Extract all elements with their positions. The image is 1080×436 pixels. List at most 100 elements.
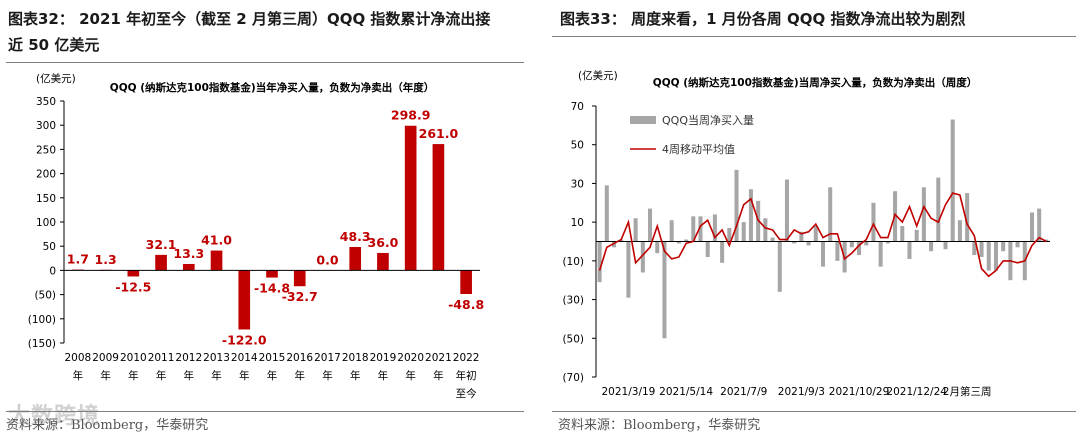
x-tick-label: 年 bbox=[211, 369, 222, 382]
weekly-bar bbox=[698, 216, 703, 242]
x-tick-label: 年 bbox=[239, 369, 250, 382]
y-tick-label: 300 bbox=[36, 120, 56, 132]
left-figure-title-line1: 图表32： 2021 年初至今（截至 2 月第三周）QQQ 指数累计净流出接 bbox=[8, 10, 491, 28]
x-tick-label: 年 bbox=[100, 369, 111, 382]
weekly-bar bbox=[799, 231, 804, 242]
weekly-bar bbox=[633, 218, 638, 242]
left-figure-title: 图表32： 2021 年初至今（截至 2 月第三周）QQQ 指数累计净流出接 近… bbox=[8, 6, 524, 58]
y-tick-label: (100) bbox=[28, 314, 56, 326]
bar bbox=[238, 270, 251, 330]
x-tick-label: 至今 bbox=[456, 387, 477, 400]
right-figure-panel: 图表33： 周度来看，1 月份各周 QQQ 指数净流出较为剧烈 QQQ (纳斯达… bbox=[552, 0, 1080, 436]
weekly-bar bbox=[1037, 208, 1042, 242]
x-tick-label: 2022 bbox=[453, 352, 480, 364]
x-tick-label: 2021/9/3 bbox=[778, 386, 825, 398]
y-tick-label: 350 bbox=[36, 96, 56, 108]
weekly-bar bbox=[655, 241, 660, 254]
data-label: -48.8 bbox=[448, 297, 484, 312]
y-tick-label: (50) bbox=[34, 290, 56, 302]
bar bbox=[404, 125, 417, 271]
weekly-bar bbox=[1029, 212, 1035, 242]
x-tick-label: 2014 bbox=[231, 352, 258, 364]
x-tick-label: 2010 bbox=[120, 352, 147, 364]
weekly-bar bbox=[972, 241, 977, 256]
weekly-bar bbox=[597, 241, 602, 283]
left-source-note: 资料来源：Bloomberg，华泰研究 bbox=[6, 418, 209, 433]
data-label: -12.5 bbox=[115, 279, 151, 294]
y-tick-label: (30) bbox=[562, 295, 584, 307]
chart-title: QQQ (纳斯达克100指数基金)当年净买入量，负数为净卖出（年度） bbox=[110, 81, 434, 94]
x-tick-label: 年 bbox=[322, 369, 333, 382]
left-source-rule bbox=[6, 411, 524, 412]
weekly-bar bbox=[770, 237, 775, 242]
weekly-bar bbox=[777, 241, 782, 292]
weekly-bar bbox=[878, 241, 883, 267]
weekly-bar bbox=[792, 241, 797, 244]
y-tick-label: 10 bbox=[571, 217, 584, 229]
weekly-flow-chart: QQQ (纳斯达克100指数基金)当周净买入量，负数为净卖出（周度） (亿美元) (… bbox=[562, 69, 1050, 398]
weekly-bar bbox=[921, 187, 926, 242]
bar bbox=[127, 270, 140, 277]
chart-title: QQQ (纳斯达克100指数基金)当周净买入量，负数为净卖出（周度） bbox=[653, 76, 977, 89]
weekly-bar bbox=[943, 241, 948, 250]
weekly-bar bbox=[857, 241, 862, 256]
weekly-bar bbox=[604, 185, 609, 242]
weekly-bar bbox=[993, 241, 998, 271]
weekly-bar bbox=[705, 241, 710, 257]
x-tick-label: 2021/3/19 bbox=[602, 386, 656, 398]
x-tick-label: 年 bbox=[378, 369, 389, 382]
x-tick-label: 2020 bbox=[397, 352, 424, 364]
weekly-bar bbox=[871, 202, 876, 242]
x-tick-label: 2008 bbox=[64, 352, 91, 364]
bar bbox=[377, 252, 389, 271]
weekly-bar bbox=[619, 239, 624, 242]
x-tick-label: 2021/12/24 bbox=[886, 386, 947, 398]
watermark-logo: 大数跨境 bbox=[8, 404, 101, 429]
y-tick-label: 30 bbox=[571, 178, 584, 190]
weekly-bar bbox=[669, 220, 674, 242]
y-tick-label: 150 bbox=[36, 193, 56, 205]
bar bbox=[432, 144, 445, 271]
weekly-bar bbox=[748, 189, 753, 242]
bar bbox=[349, 247, 362, 271]
data-label: -32.7 bbox=[282, 289, 318, 304]
bar bbox=[266, 270, 278, 278]
y-tick-label: 0 bbox=[49, 265, 56, 277]
weekly-bar bbox=[885, 241, 890, 244]
x-tick-label: 年 bbox=[73, 369, 84, 382]
x-tick-label: 年初 bbox=[456, 369, 477, 382]
data-label: 0.0 bbox=[316, 252, 338, 267]
y-tick-label: 70 bbox=[571, 101, 584, 113]
weekly-bar bbox=[820, 241, 826, 267]
weekly-bar bbox=[648, 208, 653, 242]
x-tick-label: 年 bbox=[433, 369, 444, 382]
x-tick-label: 年 bbox=[350, 369, 361, 382]
weekly-bar bbox=[712, 214, 717, 242]
right-source-note: 资料来源：Bloomberg，华泰研究 bbox=[558, 418, 761, 433]
left-title-rule bbox=[6, 62, 524, 63]
data-label: 48.3 bbox=[340, 229, 371, 244]
weekly-bar bbox=[734, 169, 739, 242]
x-tick-label: 年 bbox=[267, 369, 278, 382]
x-tick-label: 年 bbox=[184, 369, 195, 382]
legend-bar-swatch bbox=[630, 116, 656, 124]
weekly-bar bbox=[684, 239, 689, 242]
x-tick-label: 2021/10/29 bbox=[829, 386, 890, 398]
y-tick-label: 200 bbox=[36, 169, 56, 181]
weekly-bar bbox=[986, 241, 991, 271]
data-label: 298.9 bbox=[391, 108, 431, 123]
weekly-bar bbox=[835, 241, 840, 261]
right-figure-title: 图表33： 周度来看，1 月份各周 QQQ 指数净流出较为剧烈 bbox=[560, 10, 966, 28]
x-tick-label: 2013 bbox=[203, 352, 230, 364]
x-tick-label: 2012 bbox=[175, 352, 202, 364]
weekly-bar bbox=[914, 229, 919, 242]
data-label: -122.0 bbox=[222, 332, 267, 347]
weekly-bar bbox=[662, 241, 667, 339]
y-axis-unit-label: (亿美元) bbox=[578, 69, 618, 82]
right-title-rule bbox=[552, 36, 1076, 37]
weekly-bar bbox=[727, 227, 732, 242]
weekly-bar bbox=[640, 241, 645, 273]
weekly-bar bbox=[676, 241, 681, 244]
data-label: 36.0 bbox=[368, 235, 399, 250]
weekly-bar bbox=[828, 187, 833, 242]
